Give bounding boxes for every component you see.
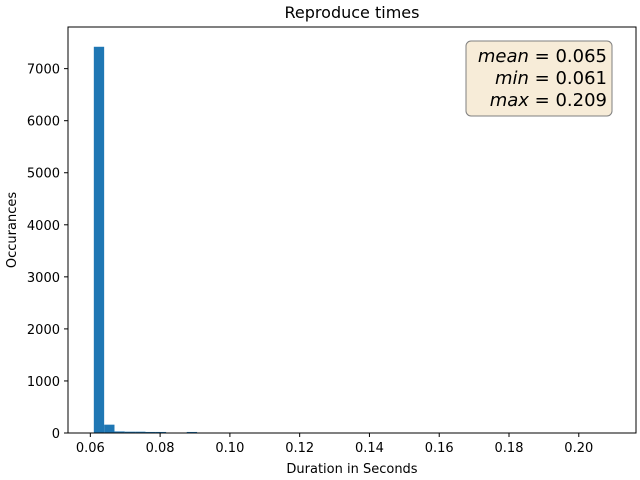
y-tick-label: 7000 [27,63,60,78]
x-axis-label: Duration in Seconds [286,462,417,477]
x-tick-label: 0.18 [495,441,524,456]
histogram-bar [186,431,198,433]
stat-line-mean: mean = 0.065 [478,46,607,67]
x-tick-label: 0.14 [355,441,384,456]
y-tick-label: 1000 [27,375,60,390]
x-tick-label: 0.12 [285,441,314,456]
x-tick-label: 0.16 [425,441,454,456]
y-axis-label: Occurances [5,192,20,268]
histogram-bar [124,431,136,433]
y-tick-label: 5000 [27,167,60,182]
y-tick-label: 2000 [27,323,60,338]
y-tick-label: 0 [52,427,60,442]
x-axis-ticks: 0.06 0.08 0.10 0.12 0.14 0.16 0.18 0.20 [76,433,593,456]
x-tick-label: 0.10 [215,441,244,456]
histogram-bar [135,431,146,433]
stat-line-min: min = 0.061 [495,68,607,89]
plot-area-frame [67,26,637,434]
x-tick-label: 0.20 [564,441,593,456]
histogram-bar [114,431,125,433]
y-tick-label: 6000 [27,115,60,130]
x-tick-label: 0.06 [76,441,105,456]
y-axis-ticks: 0 1000 2000 3000 4000 5000 6000 7000 [27,63,68,442]
histogram-bar [104,424,115,433]
y-tick-label: 3000 [27,271,60,286]
histogram-bar [93,46,105,433]
histogram-bar [145,431,156,433]
y-tick-label: 4000 [27,219,60,234]
chart-title: Reproduce times [285,3,420,22]
stat-line-max: max = 0.209 [490,90,607,111]
x-tick-label: 0.08 [146,441,175,456]
histogram-bar [155,431,167,433]
